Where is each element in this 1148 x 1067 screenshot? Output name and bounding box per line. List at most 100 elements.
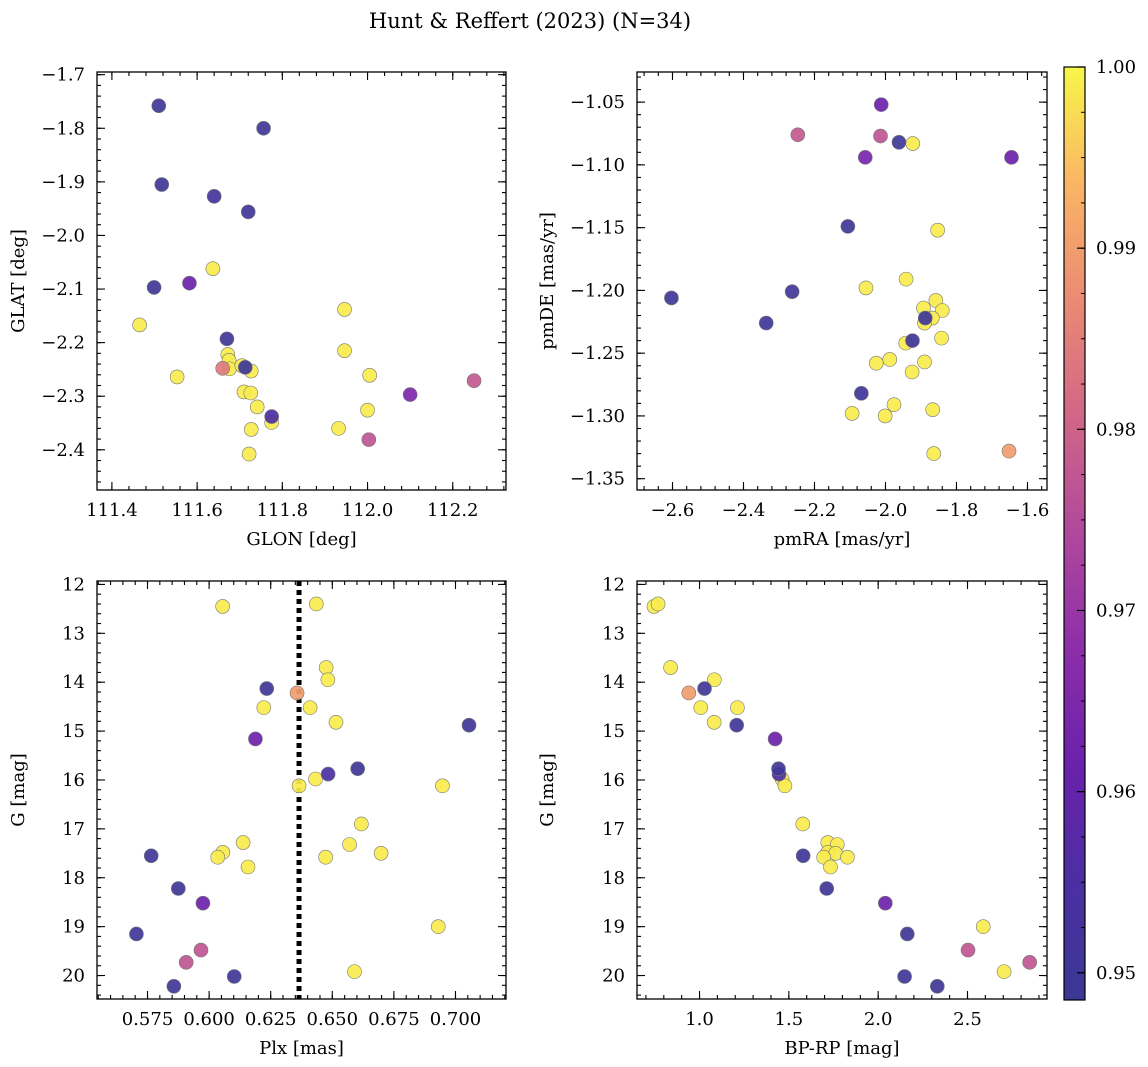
scatter-point: [264, 409, 279, 424]
scatter-point: [934, 330, 949, 346]
panel-4: 1.0 1.5 2.0 2.5 12 13 14 15 16 17 18 19 20 BP-RP [mag…: [537, 574, 1048, 1059]
y-axis-label: GLAT [deg]: [8, 229, 29, 333]
x-tick-label: 111.6: [171, 500, 223, 521]
scatter-point: [898, 271, 914, 287]
y-tick-label: 13: [602, 623, 625, 644]
scatter-point: [337, 343, 352, 358]
scatter-point: [215, 599, 230, 614]
axes-frame: [636, 580, 1048, 1000]
scatter-point: [925, 402, 940, 417]
scatter-point: [240, 859, 256, 875]
y-tick-label: 17: [62, 819, 85, 840]
scatter-point: [771, 761, 786, 777]
scatter-point: [219, 331, 235, 347]
y-tick-label: −1.35: [570, 469, 625, 490]
scatter-point: [1001, 443, 1017, 459]
scatter-point: [169, 369, 185, 385]
y-tick-label: 14: [602, 672, 625, 693]
colorbar-tick-label: 0.99: [1096, 238, 1136, 259]
y-tick-label: 18: [62, 868, 85, 889]
y-tick-label: −2.0: [41, 225, 85, 246]
scatter-point: [693, 700, 709, 715]
scatter-point: [930, 222, 945, 238]
scatter-point: [243, 422, 259, 437]
scatter-point: [182, 275, 197, 291]
scatter-point: [308, 771, 323, 787]
scatter-point: [868, 355, 884, 371]
scatter-point: [241, 446, 257, 462]
scatter-point: [917, 354, 932, 370]
x-tick-label: 112.2: [427, 500, 479, 521]
y-tick-label: 19: [602, 917, 625, 938]
scatter-point: [206, 189, 222, 204]
y-tick-label: 15: [62, 721, 85, 742]
scatter-point: [926, 446, 942, 461]
scatter-point: [886, 397, 902, 412]
scatter-point: [318, 849, 333, 865]
y-tick-label: −2.2: [41, 333, 85, 354]
scatter-point: [960, 942, 976, 958]
scatter-point: [975, 919, 991, 934]
scatter-point: [146, 280, 162, 295]
x-tick-label: 0.600: [183, 1009, 235, 1030]
scatter-point: [663, 660, 678, 675]
scatter-point: [934, 303, 950, 318]
x-tick-label: −1.8: [935, 500, 979, 521]
scatter-point: [697, 681, 712, 696]
y-tick-label: 16: [602, 770, 625, 791]
y-axis-label: G [mag]: [537, 753, 558, 826]
scatter-point: [259, 681, 275, 696]
colorbar-gradient: [1063, 66, 1086, 1001]
x-axis-label: pmRA [mas/yr]: [774, 529, 911, 550]
scatter-point: [129, 926, 144, 942]
scatter-point: [205, 261, 221, 276]
panel-3: 0.575 0.600 0.625 0.650 0.675 0.700 12 13 14 15 16…: [8, 574, 507, 1059]
scatter-point: [844, 406, 860, 421]
colorbar-tick-label: 0.95: [1096, 963, 1136, 984]
x-tick-label: −2.0: [864, 500, 908, 521]
scatter-point: [707, 672, 722, 688]
scatter-point: [996, 964, 1012, 979]
scatter-point: [930, 978, 945, 994]
y-tick-label: −1.25: [570, 343, 625, 364]
y-tick-label: −1.9: [41, 172, 85, 193]
scatter-point: [243, 385, 259, 401]
scatter-point: [784, 284, 800, 299]
axes-frame: [636, 71, 1048, 491]
scatter-point: [461, 717, 477, 733]
scatter-point: [1022, 955, 1037, 970]
scatter-point: [337, 302, 352, 317]
scatter-point: [873, 128, 888, 144]
y-axis-label: G [mag]: [8, 753, 29, 826]
y-tick-label: 20: [602, 966, 625, 987]
x-tick-label: −1.6: [1006, 500, 1050, 521]
panel-1: 111.4 111.6 111.8 112.0 112.2 −1.7 −1.8 −1.9 −2.…: [8, 65, 507, 550]
scatter-point: [320, 672, 336, 688]
axes-frame: [96, 71, 507, 491]
x-tick-label: −2.2: [793, 500, 837, 521]
scatter-point: [402, 387, 418, 402]
scatter-point: [904, 364, 920, 380]
plots-layer: 111.4 111.6 111.8 112.0 112.2 −1.7 −1.8 −1.9 −2.…: [8, 65, 1049, 1059]
y-tick-label: 20: [62, 966, 85, 987]
scatter-point: [767, 731, 783, 747]
scatter-point: [435, 778, 450, 794]
scatter-point: [350, 761, 365, 777]
scatter-point: [308, 596, 324, 612]
x-tick-label: 2.5: [953, 1009, 982, 1030]
scatter-point: [215, 361, 230, 376]
scatter-point: [840, 849, 855, 865]
scatter-point: [706, 714, 722, 730]
scatter-point: [730, 700, 745, 715]
scatter-point: [328, 714, 344, 730]
x-tick-label: 1.0: [685, 1009, 714, 1030]
scatter-point: [342, 837, 357, 852]
scatter-point: [360, 402, 375, 418]
x-tick-label: 0.575: [122, 1009, 174, 1030]
scatter-point: [362, 368, 377, 383]
scatter-point: [361, 432, 377, 447]
y-axis-label: pmDE [mas/yr]: [537, 212, 558, 350]
colorbar: 0.95 0.96 0.97 0.98 0.99 1.00: [1063, 57, 1136, 1001]
colorbar-tick-label: 1.00: [1096, 57, 1136, 78]
scatter-point: [840, 219, 856, 234]
